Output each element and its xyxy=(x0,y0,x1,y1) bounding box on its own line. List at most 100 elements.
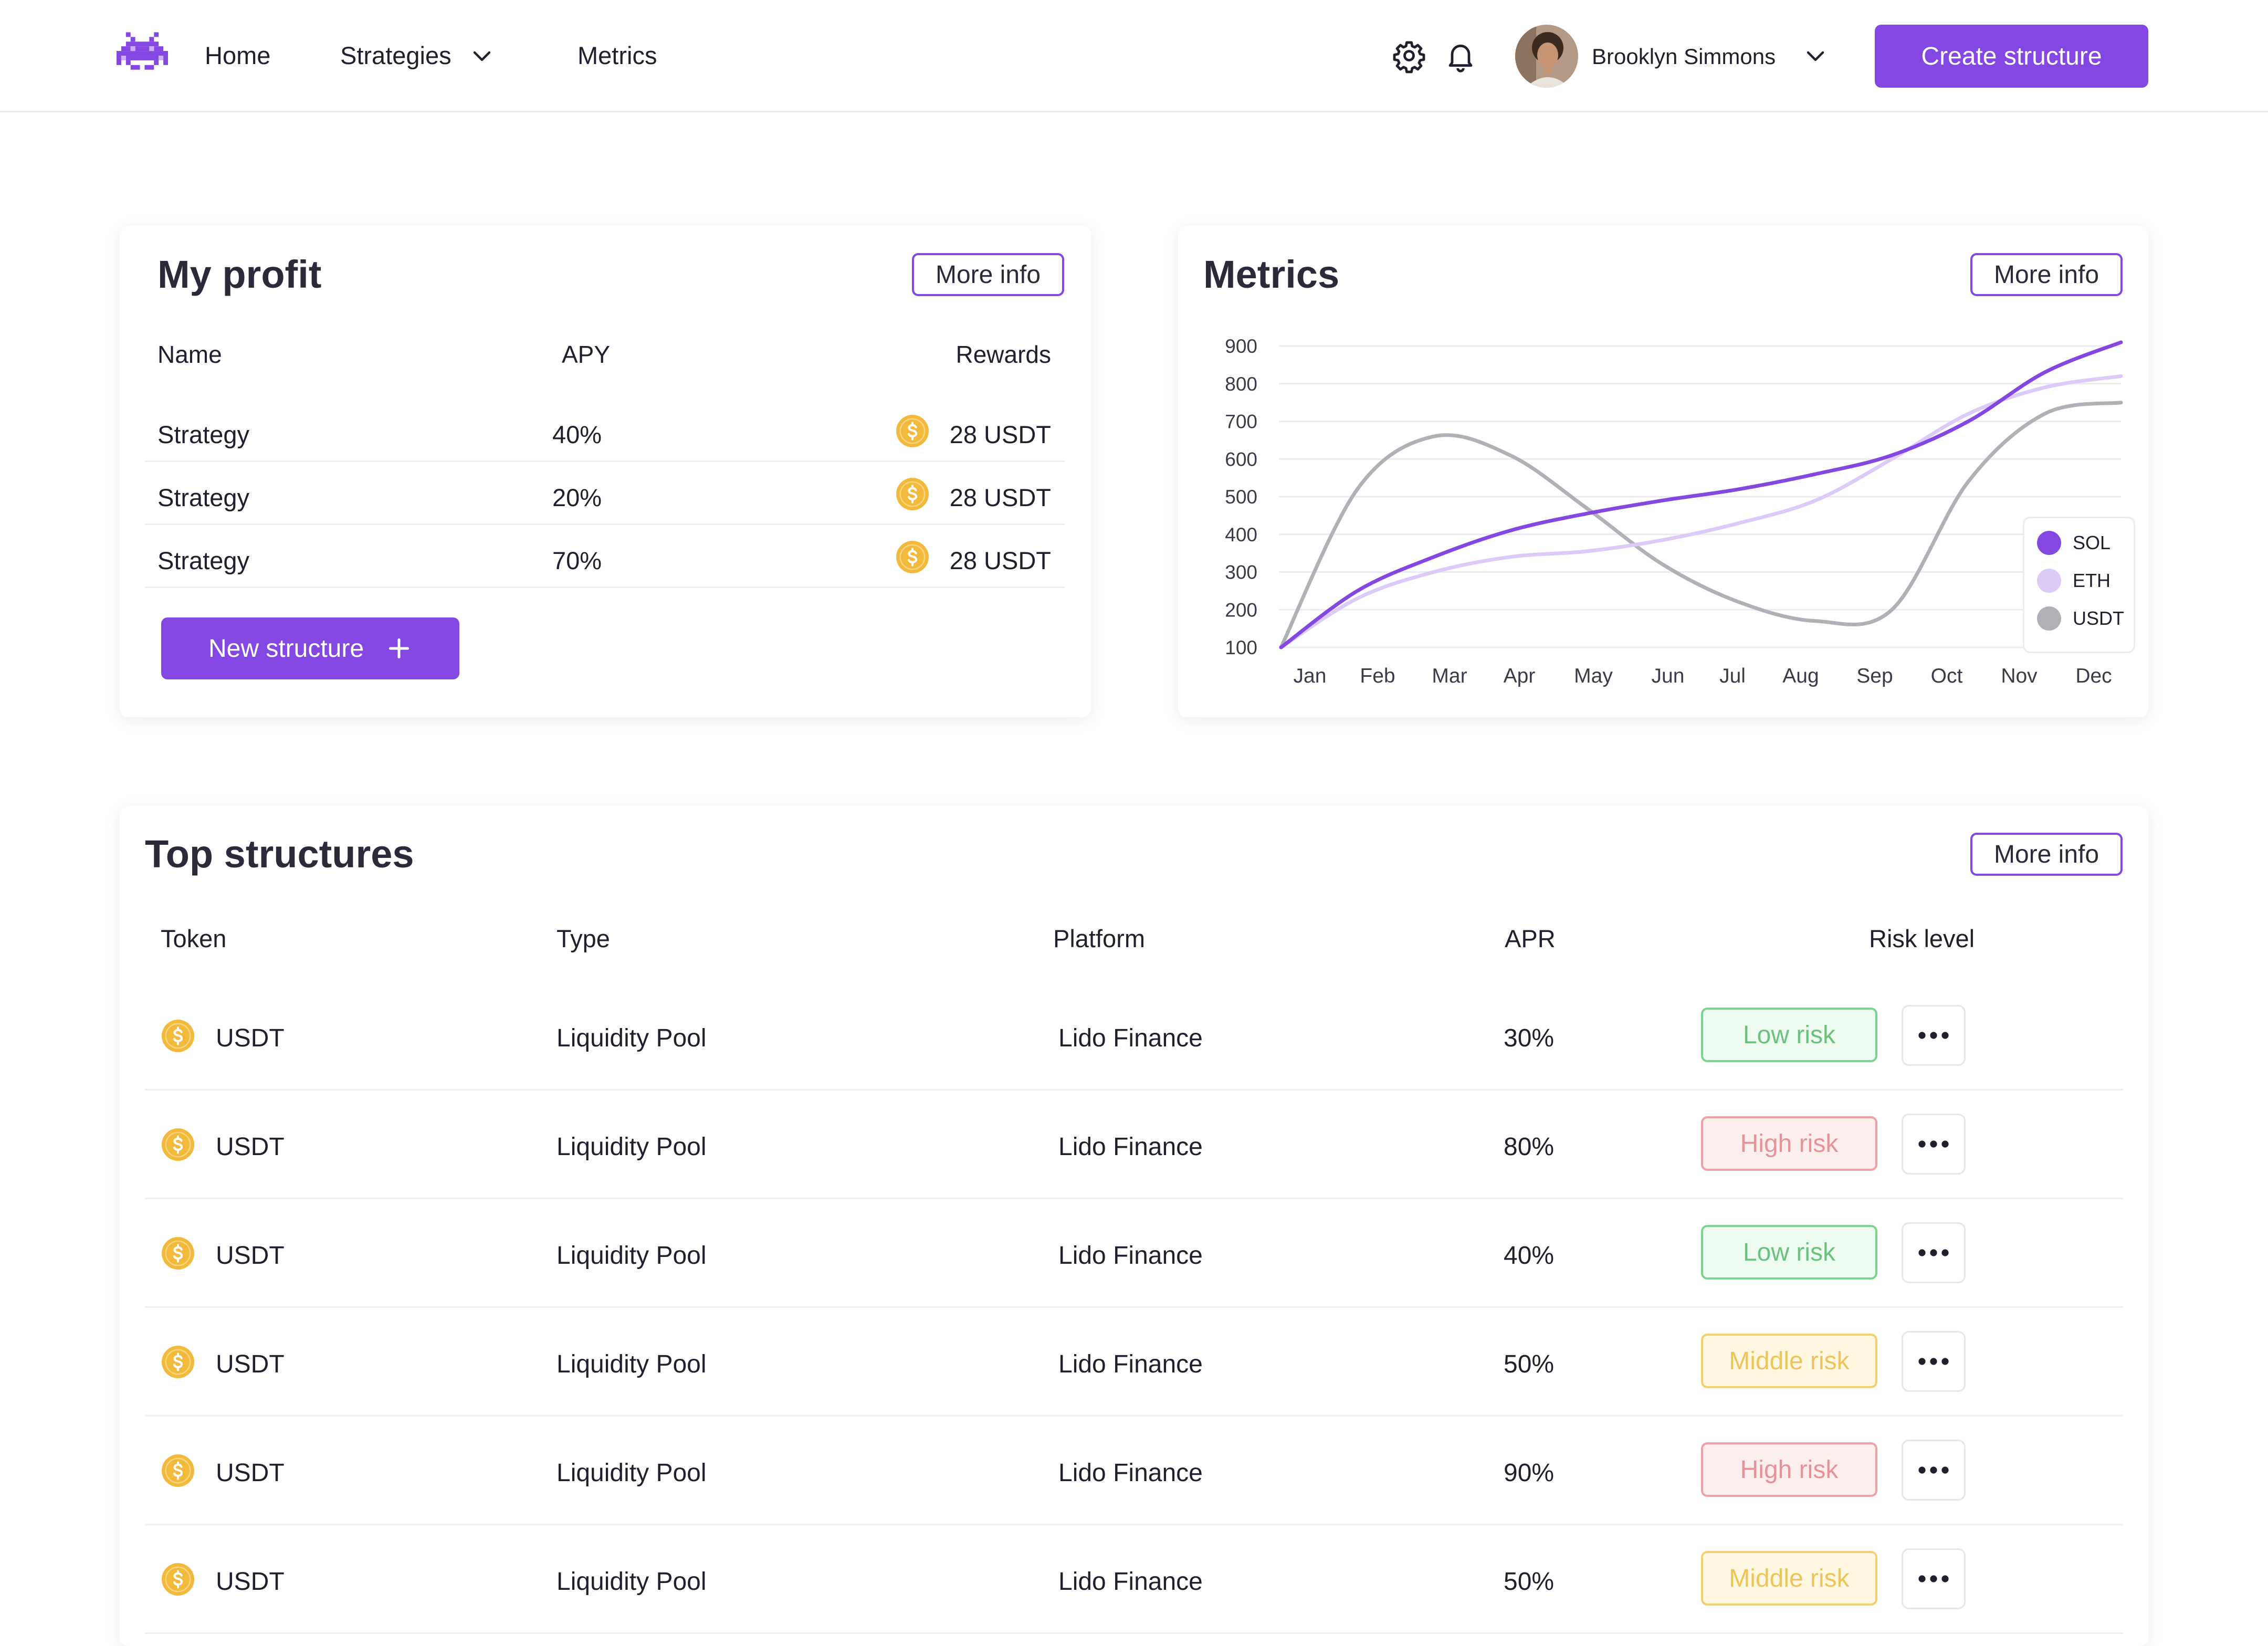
profit-row-apy: 70% xyxy=(552,547,602,574)
legend-item-eth: ETH xyxy=(2037,569,2110,593)
x-tick-label: May xyxy=(1574,665,1613,687)
structure-row-token: USDT xyxy=(216,1459,285,1487)
nav-metrics[interactable]: Metrics xyxy=(578,41,657,70)
row-more-button[interactable] xyxy=(1902,1222,1966,1283)
nav-metrics-label: Metrics xyxy=(578,41,657,69)
series-line-eth xyxy=(1279,374,2123,649)
x-tick-label: Mar xyxy=(1432,665,1467,687)
structure-row-type: Liquidity Pool xyxy=(556,1568,707,1596)
y-tick-label: 400 xyxy=(1225,524,1257,546)
structure-row-apr: 50% xyxy=(1504,1568,1555,1596)
user-avatar[interactable] xyxy=(1515,25,1578,88)
bell-icon[interactable] xyxy=(1444,38,1477,74)
nav-home-label: Home xyxy=(205,41,271,69)
more-dots-icon xyxy=(1918,1249,1949,1256)
dollar-coin-icon xyxy=(896,415,929,447)
x-tick-label: Aug xyxy=(1782,665,1819,687)
structure-table-row: USDT Liquidity Pool Lido Finance 80% High ri… xyxy=(145,1091,2123,1199)
new-structure-button[interactable]: New structure xyxy=(161,617,459,679)
legend-label-sol: SOL xyxy=(2073,532,2111,553)
x-tick-label: Oct xyxy=(1931,665,1963,687)
structures-more-info-button[interactable]: More info xyxy=(1970,833,2123,876)
nav-home[interactable]: Home xyxy=(205,41,270,70)
structure-row-apr: 30% xyxy=(1504,1024,1555,1052)
y-tick-label: 800 xyxy=(1225,373,1257,395)
risk-badge-low: Low risk xyxy=(1701,1008,1877,1062)
new-structure-label: New structure xyxy=(208,634,364,663)
profit-row-name: Strategy xyxy=(158,484,250,511)
metrics-line-chart: 100 200 300 400 500 600 700 800 900 Jan Feb Mar Apr M… xyxy=(1225,336,2123,687)
structure-row-token: USDT xyxy=(216,1024,285,1052)
user-name[interactable]: Brooklyn Simmons xyxy=(1592,44,1776,69)
structure-row-token: USDT xyxy=(216,1568,285,1596)
profit-col-apy: APY xyxy=(562,341,611,368)
my-profit-title: My profit xyxy=(158,253,322,296)
avatar-photo xyxy=(1515,25,1578,88)
chevron-down-icon[interactable] xyxy=(1803,43,1828,68)
legend-item-sol: SOL xyxy=(2037,531,2110,555)
risk-badge-low: Low risk xyxy=(1701,1225,1877,1280)
structures-col-type: Type xyxy=(556,925,610,952)
structure-row-type: Liquidity Pool xyxy=(556,1242,707,1270)
structure-row-platform: Lido Finance xyxy=(1058,1242,1203,1270)
profit-table-row: Strategy 70% 28 USDT xyxy=(145,525,1065,588)
profit-more-info-button[interactable]: More info xyxy=(912,253,1064,296)
structure-row-apr: 50% xyxy=(1504,1350,1555,1378)
dollar-coin-icon xyxy=(162,1454,194,1487)
profit-table-row: Strategy 40% 28 USDT xyxy=(145,399,1065,462)
structure-row-type: Liquidity Pool xyxy=(556,1459,707,1487)
nav-strategies[interactable]: Strategies xyxy=(340,41,495,70)
x-tick-label: Jun xyxy=(1652,665,1685,687)
structure-row-type: Liquidity Pool xyxy=(556,1024,707,1052)
legend-dot-sol xyxy=(2037,531,2061,555)
x-tick-label: Jan xyxy=(1294,665,1327,687)
x-tick-label: Nov xyxy=(2001,665,2038,687)
profit-row-apy: 40% xyxy=(552,421,602,448)
profit-row-name: Strategy xyxy=(158,421,250,448)
series-line-usdt xyxy=(1279,401,2123,649)
risk-badge-high: High risk xyxy=(1701,1442,1877,1497)
dollar-coin-icon xyxy=(162,1237,194,1270)
row-more-button[interactable] xyxy=(1902,1331,1966,1392)
structure-row-platform: Lido Finance xyxy=(1058,1350,1203,1378)
row-more-button[interactable] xyxy=(1902,1114,1966,1175)
y-tick-label: 300 xyxy=(1225,562,1257,583)
legend-item-usdt: USDT xyxy=(2037,606,2124,631)
legend-dot-usdt xyxy=(2037,606,2061,631)
structure-row-apr: 90% xyxy=(1504,1459,1555,1487)
structure-row-apr: 40% xyxy=(1504,1242,1555,1270)
metrics-more-info-button[interactable]: More info xyxy=(1970,253,2123,296)
top-navbar: Home Strategies Metrics Brooklyn Simmons… xyxy=(0,0,2268,112)
legend-dot-eth xyxy=(2037,569,2061,593)
structures-col-token: Token xyxy=(161,925,227,952)
dollar-coin-icon xyxy=(162,1563,194,1596)
structure-table-row: USDT Liquidity Pool Lido Finance 30% Low ris… xyxy=(145,982,2123,1091)
row-more-button[interactable] xyxy=(1902,1548,1966,1609)
top-structures-title: Top structures xyxy=(145,832,414,876)
gear-icon[interactable] xyxy=(1392,38,1426,74)
y-tick-label: 500 xyxy=(1225,486,1257,508)
row-more-button[interactable] xyxy=(1902,1005,1966,1066)
x-tick-label: Jul xyxy=(1719,665,1746,687)
space-invader-logo-icon[interactable] xyxy=(117,32,168,80)
row-more-button[interactable] xyxy=(1902,1440,1966,1501)
structure-row-platform: Lido Finance xyxy=(1058,1024,1203,1052)
create-structure-button[interactable]: Create structure xyxy=(1875,25,2148,88)
x-tick-label: Sep xyxy=(1856,665,1893,687)
structure-table-row: USDT Liquidity Pool Lido Finance 50% Middle … xyxy=(145,1308,2123,1417)
chart-legend: SOL ETH USDT xyxy=(2023,517,2135,653)
structure-row-token: USDT xyxy=(216,1133,285,1161)
legend-label-eth: ETH xyxy=(2073,570,2110,591)
structure-table-row: USDT Liquidity Pool Lido Finance 40% Low ris… xyxy=(145,1199,2123,1308)
x-tick-label: Apr xyxy=(1504,665,1536,687)
dollar-coin-icon xyxy=(162,1020,194,1052)
profit-col-rewards: Rewards xyxy=(956,341,1051,368)
structure-row-platform: Lido Finance xyxy=(1058,1133,1203,1161)
structure-row-type: Liquidity Pool xyxy=(556,1350,707,1378)
metrics-card xyxy=(1178,226,2148,717)
x-tick-label: Feb xyxy=(1360,665,1395,687)
plus-icon xyxy=(388,638,410,659)
y-tick-label: 700 xyxy=(1225,411,1257,433)
structure-row-platform: Lido Finance xyxy=(1058,1568,1203,1596)
more-dots-icon xyxy=(1918,1466,1949,1474)
